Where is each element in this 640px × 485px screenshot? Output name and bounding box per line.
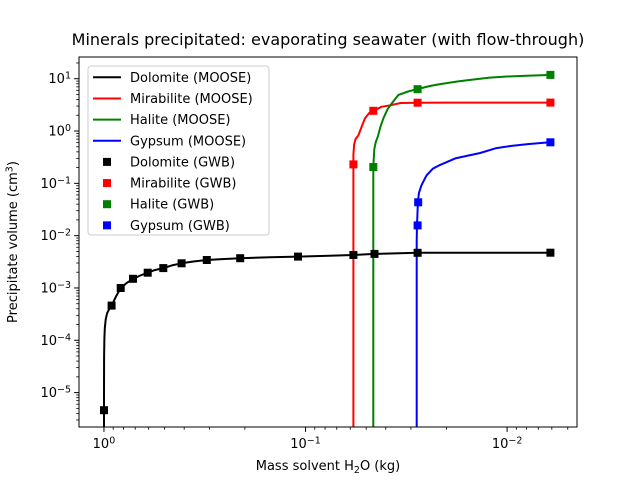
legend-marker-sample bbox=[103, 221, 111, 230]
square-marker bbox=[414, 198, 423, 207]
square-marker bbox=[100, 406, 108, 415]
square-marker bbox=[129, 274, 137, 283]
square-marker bbox=[546, 98, 555, 107]
y-tick-label: 101 bbox=[48, 71, 71, 88]
square-marker bbox=[107, 301, 116, 310]
series-markers-halite-gwb- bbox=[369, 70, 555, 171]
square-marker bbox=[349, 251, 358, 259]
y-tick-label: 100 bbox=[48, 123, 71, 140]
square-marker bbox=[143, 268, 152, 277]
series-line-halite-moose- bbox=[372, 73, 551, 427]
square-marker bbox=[546, 138, 555, 147]
x-tick-label: 10−1 bbox=[290, 436, 321, 453]
legend-marker-sample bbox=[103, 179, 111, 188]
legend-label: Gypsum (MOOSE) bbox=[130, 134, 246, 149]
square-marker bbox=[413, 248, 422, 257]
series-markers-gypsum-gwb- bbox=[413, 138, 555, 230]
legend-marker-sample bbox=[103, 200, 111, 209]
y-tick-label: 10−5 bbox=[40, 385, 71, 402]
axes-frame bbox=[78, 56, 578, 428]
series-line-dolomite-moose- bbox=[103, 251, 551, 427]
legend: Dolomite (MOOSE) Mirabilite (MOOSE) Halite… bbox=[87, 65, 270, 236]
x-axis-label: Mass solvent H2O (kg) bbox=[256, 459, 400, 476]
legend-frame bbox=[87, 65, 270, 236]
legend-marker-sample bbox=[103, 157, 111, 166]
square-marker bbox=[546, 70, 555, 79]
x-tick-label: 10−2 bbox=[492, 436, 523, 453]
series-line-gypsum-moose- bbox=[415, 141, 551, 427]
legend-label: Dolomite (GWB) bbox=[130, 155, 235, 170]
square-marker bbox=[546, 248, 555, 257]
axes-ticks: 100 10−1 10−2 101 100 10−1 10−2 10−3 10−4 10−5 bbox=[40, 62, 569, 453]
y-tick-label: 10−2 bbox=[40, 228, 71, 245]
series-markers-dolomite-gwb- bbox=[100, 248, 555, 415]
legend-label: Gypsum (GWB) bbox=[130, 219, 230, 234]
legend-label: Mirabilite (GWB) bbox=[130, 177, 236, 192]
square-marker bbox=[369, 106, 378, 115]
square-marker bbox=[202, 256, 211, 264]
square-marker bbox=[177, 259, 186, 268]
y-axis-label: Precipitate volume (cm3) bbox=[5, 161, 22, 323]
square-marker bbox=[294, 252, 302, 261]
y-tick-label: 10−4 bbox=[40, 332, 71, 349]
legend-label: Mirabilite (MOOSE) bbox=[130, 92, 253, 107]
square-marker bbox=[159, 264, 168, 273]
series-markers-mirabilite-gwb- bbox=[349, 98, 555, 169]
square-marker bbox=[413, 221, 422, 230]
square-marker bbox=[349, 160, 358, 169]
square-marker bbox=[236, 254, 245, 263]
legend-label: Halite (MOOSE) bbox=[130, 113, 230, 128]
square-marker bbox=[413, 98, 422, 107]
square-marker bbox=[369, 163, 378, 171]
y-tick-label: 10−1 bbox=[40, 175, 71, 192]
square-marker bbox=[370, 249, 379, 258]
square-marker bbox=[413, 85, 422, 94]
y-tick-label: 10−3 bbox=[40, 280, 71, 297]
square-marker bbox=[116, 284, 125, 292]
legend-label: Dolomite (MOOSE) bbox=[130, 71, 251, 86]
data-series bbox=[100, 70, 555, 427]
x-tick-label: 100 bbox=[93, 436, 116, 453]
legend-label: Halite (GWB) bbox=[130, 198, 214, 213]
chart-title: Minerals precipitated: evaporating seawa… bbox=[72, 30, 585, 49]
